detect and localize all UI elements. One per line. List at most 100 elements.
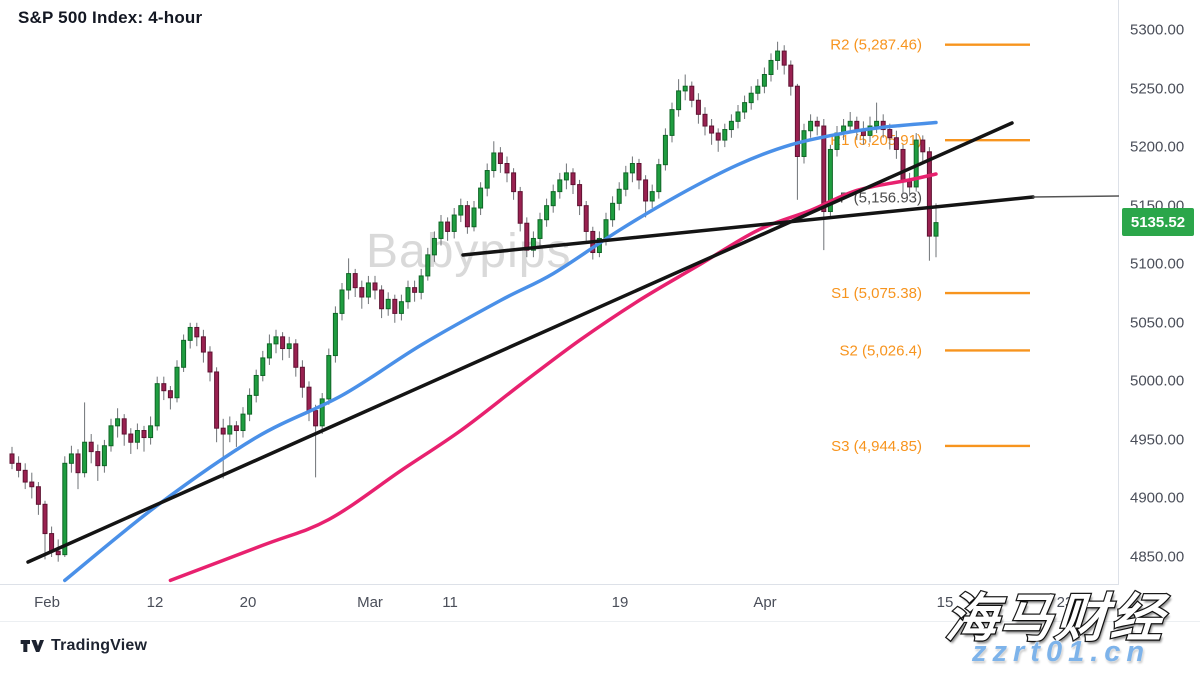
candle-body (788, 64, 794, 87)
candle-body (412, 287, 418, 293)
candle-body (200, 336, 206, 353)
candle-body (253, 374, 259, 396)
flat-trendline (461, 195, 1035, 257)
candle-body (550, 191, 556, 207)
price-tick-label: 5300.00 (1130, 21, 1185, 39)
candle-body (669, 109, 675, 136)
candle-body (154, 383, 160, 427)
candle-body (167, 390, 173, 399)
pivot-label-R1: R1 (5,205.91) (830, 132, 922, 149)
candle-body (306, 386, 312, 412)
candle-body (108, 425, 114, 447)
time-tick-label: Feb (34, 594, 60, 611)
candle-body (775, 50, 781, 61)
candle-body (35, 486, 41, 505)
price-tick-label: 5100.00 (1130, 255, 1185, 273)
candle-body (266, 343, 272, 359)
candle-body (365, 282, 371, 298)
candle-body (22, 469, 28, 483)
candle-body (128, 433, 134, 443)
pivot-label-S1: S1 (5,075.38) (831, 285, 922, 302)
candle-body (247, 394, 253, 415)
price-tick-label: 5000.00 (1130, 372, 1185, 390)
candle-body (603, 219, 609, 239)
candle-body (405, 287, 411, 303)
candle-body (537, 219, 543, 239)
candle-body (141, 430, 147, 439)
candle-body (623, 172, 629, 190)
candle-body (821, 125, 827, 213)
candle-body (431, 237, 437, 256)
candle-body (682, 85, 688, 92)
candle-body (293, 343, 299, 368)
candle-body (570, 172, 576, 186)
candle-body (748, 92, 754, 104)
price-tick-label: 4900.00 (1130, 489, 1185, 507)
candle-body (900, 148, 906, 181)
candle-body (761, 74, 767, 87)
candle-body (577, 184, 583, 207)
candle-body (29, 481, 35, 488)
candle-body (689, 85, 695, 101)
pivot-label-P: P (5,156.93) (840, 190, 922, 207)
time-tick-label: 19 (611, 594, 629, 611)
candle-body (656, 164, 662, 193)
candle-body (464, 205, 470, 228)
candlestick-chart[interactable]: R2 (5,287.46) R1 (5,205.91) P (5,156.93) S1… (0, 0, 1119, 585)
long-uptrend-line (26, 121, 1014, 564)
candle-body (62, 462, 68, 556)
time-tick-label: 15 (936, 594, 954, 611)
pivot-label-R2: R2 (5,287.46) (830, 37, 922, 54)
tradingview-logo[interactable]: TradingView (20, 636, 147, 656)
candle-body (636, 163, 642, 181)
chart-plot-area[interactable]: Babypips R2 (5,287.46) R1 (5,205.91) P (5,… (0, 0, 1119, 585)
candle-body (227, 425, 233, 435)
price-axis[interactable]: 5135.52 5300.00 5250.00 5200.00 5150.00 5100… (1120, 0, 1200, 585)
candle-body (801, 130, 807, 157)
candle-body (847, 120, 853, 127)
time-tick-label: 11 (442, 594, 458, 611)
candle-body (95, 451, 101, 467)
candle-body (616, 188, 622, 204)
candle-body (313, 410, 319, 427)
candle-body (676, 90, 682, 111)
candle-body (372, 282, 378, 291)
candle-body (649, 191, 655, 202)
tradingview-logo-icon (20, 640, 44, 652)
candle-body (511, 172, 517, 193)
candle-body (273, 336, 279, 345)
candle-body (544, 205, 550, 221)
candle-body (260, 357, 266, 376)
time-tick-label: Mar (357, 594, 383, 611)
candle-body (88, 441, 94, 453)
candle-body (214, 371, 220, 429)
candle-body (643, 179, 649, 202)
candle-body (702, 113, 708, 127)
candle-body (299, 366, 305, 388)
candle-body (808, 120, 814, 132)
time-axis[interactable]: Feb 12 20 Mar 11 19 Apr 15 23 (0, 585, 1200, 622)
candle-body (735, 111, 741, 122)
candle-body (893, 137, 899, 150)
candle-body (55, 550, 61, 556)
candle-body (728, 120, 734, 131)
candle-body (425, 254, 431, 277)
chart-title: S&P 500 Index: 4-hour (18, 8, 203, 27)
candle-body (9, 453, 15, 464)
candle-body (610, 202, 616, 221)
candle-body (280, 336, 286, 350)
candle-body (240, 413, 246, 432)
flat-trendline-extension (1032, 195, 1119, 198)
candle-body (491, 152, 497, 172)
candle-body (174, 366, 180, 399)
candle-body (75, 453, 81, 474)
candle-body (794, 85, 800, 157)
time-tick-label: 23 (1056, 594, 1074, 611)
candle-body (563, 172, 569, 181)
candle-body (187, 326, 193, 341)
candle-body (629, 163, 635, 174)
candle-body (742, 102, 748, 113)
candle-body (478, 187, 484, 209)
candle-body (339, 289, 345, 314)
candle-body (346, 273, 352, 291)
